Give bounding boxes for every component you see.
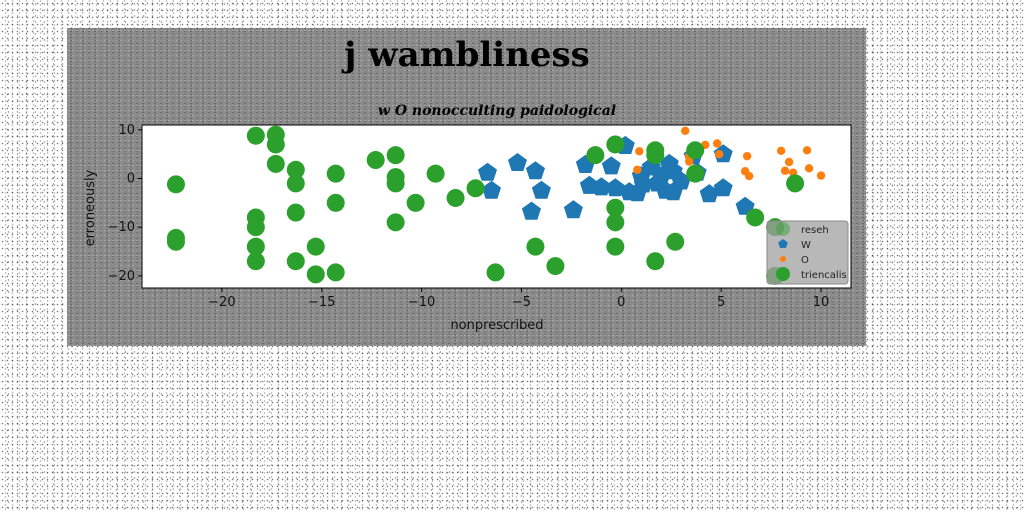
data-point xyxy=(525,161,545,180)
figure-panel: j wambliness w O nonocculting paidologic… xyxy=(67,28,866,346)
data-point xyxy=(633,165,642,174)
data-point xyxy=(606,198,625,217)
data-point xyxy=(606,213,625,232)
data-point xyxy=(816,171,826,180)
legend-marker xyxy=(776,267,790,281)
data-point xyxy=(386,213,405,232)
series-3 xyxy=(166,125,805,285)
data-point xyxy=(246,126,265,145)
y-tick-label: 10 xyxy=(118,123,135,138)
data-point xyxy=(686,164,705,183)
data-point xyxy=(508,153,527,171)
data-point xyxy=(606,135,625,154)
legend-label: O xyxy=(801,255,809,266)
data-point xyxy=(246,252,265,271)
legend-label: reseh xyxy=(801,225,829,236)
legend-marker xyxy=(778,239,788,248)
legend-marker xyxy=(776,222,790,236)
legend-marker xyxy=(780,256,786,262)
data-point xyxy=(531,180,551,199)
scatter-chart: j wambliness w O nonocculting paidologic… xyxy=(83,35,852,333)
data-point xyxy=(646,146,665,165)
data-point xyxy=(478,162,497,181)
data-point xyxy=(605,178,625,197)
data-point xyxy=(780,166,790,175)
data-point xyxy=(246,237,265,256)
data-point xyxy=(306,237,325,256)
x-axis-label: nonprescribed xyxy=(450,318,543,333)
data-point xyxy=(606,237,625,256)
x-tick-label: 5 xyxy=(717,295,725,310)
x-tick-label: −5 xyxy=(512,295,531,310)
y-tick-label: 0 xyxy=(127,172,135,187)
data-point xyxy=(546,257,565,276)
data-point xyxy=(366,151,385,170)
data-point xyxy=(326,263,345,282)
data-point xyxy=(466,179,485,198)
data-point xyxy=(286,174,305,193)
data-marks xyxy=(166,125,826,285)
data-point xyxy=(681,126,690,136)
data-point xyxy=(666,232,685,251)
data-point xyxy=(746,208,765,227)
data-point xyxy=(486,263,505,282)
data-point xyxy=(526,237,545,256)
data-point xyxy=(699,184,719,203)
x-tick-label: −20 xyxy=(208,295,235,310)
data-point xyxy=(326,193,345,212)
data-point xyxy=(742,151,752,161)
data-point xyxy=(286,203,305,222)
data-point xyxy=(713,178,733,197)
data-point xyxy=(521,201,541,220)
data-point xyxy=(804,164,814,173)
x-axis: −20 −15 −10 −5 0 5 10 xyxy=(208,288,829,310)
data-point xyxy=(601,156,621,175)
x-tick-label: 10 xyxy=(813,295,830,310)
data-point xyxy=(482,180,501,199)
data-point xyxy=(386,174,405,193)
data-point xyxy=(802,146,812,155)
data-point xyxy=(786,174,805,193)
data-point xyxy=(306,265,325,284)
data-point xyxy=(266,135,285,154)
data-point xyxy=(563,200,583,219)
data-point xyxy=(386,146,405,165)
data-point xyxy=(712,139,722,148)
data-point xyxy=(671,171,691,190)
x-tick-label: 0 xyxy=(617,295,625,310)
data-point xyxy=(784,157,794,167)
data-point xyxy=(166,175,185,194)
data-point xyxy=(286,160,305,179)
data-point xyxy=(744,171,754,181)
data-point xyxy=(646,252,665,271)
data-point xyxy=(446,188,465,207)
data-point xyxy=(635,147,644,156)
data-point xyxy=(685,157,694,166)
data-point xyxy=(246,218,265,237)
y-axis-label: erroneously xyxy=(83,169,98,246)
legend-label: triencalis xyxy=(801,270,847,281)
x-tick-label: −10 xyxy=(408,295,435,310)
x-tick-label: −15 xyxy=(308,295,335,310)
data-point xyxy=(266,154,285,173)
chart-subtitle: w O nonocculting paidological xyxy=(378,103,616,119)
data-point xyxy=(326,164,345,183)
y-tick-label: −10 xyxy=(108,220,135,235)
data-point xyxy=(426,164,445,183)
legend-label: W xyxy=(801,240,811,251)
data-point xyxy=(286,252,305,271)
data-point xyxy=(714,149,724,159)
data-point xyxy=(686,141,705,160)
y-tick-label: −20 xyxy=(108,269,135,284)
chart-title: j wambliness xyxy=(341,35,590,75)
legend-box xyxy=(766,220,849,285)
data-point xyxy=(776,146,786,155)
data-point xyxy=(166,232,185,251)
data-point xyxy=(406,193,425,212)
data-point xyxy=(586,146,605,165)
y-axis: 10 0 −10 −20 xyxy=(108,123,142,284)
data-point xyxy=(627,183,647,202)
data-point xyxy=(591,177,611,196)
